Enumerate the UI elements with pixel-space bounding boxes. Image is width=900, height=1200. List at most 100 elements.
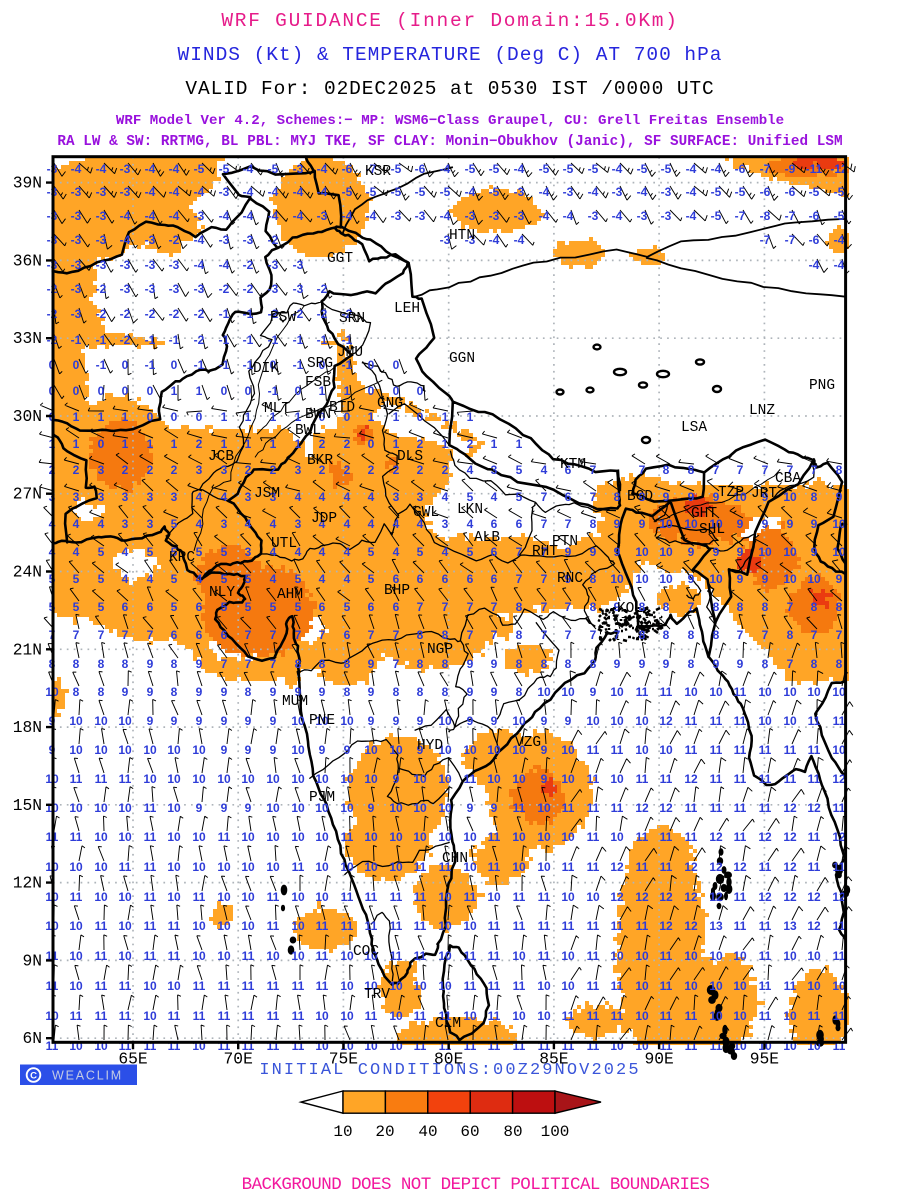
svg-text:7: 7 (688, 600, 695, 614)
svg-text:7: 7 (417, 600, 424, 614)
svg-text:11: 11 (218, 1009, 231, 1023)
svg-text:10: 10 (512, 714, 526, 728)
svg-text:-4: -4 (465, 185, 476, 199)
svg-text:10: 10 (758, 685, 772, 699)
svg-text:8: 8 (319, 657, 326, 671)
svg-text:-4: -4 (268, 209, 279, 223)
svg-text:8: 8 (713, 600, 720, 614)
svg-text:11: 11 (390, 919, 403, 933)
svg-text:-4: -4 (120, 209, 131, 223)
svg-text:10: 10 (118, 714, 132, 728)
svg-text:6N: 6N (22, 1029, 42, 1048)
svg-text:-1: -1 (342, 358, 353, 372)
svg-text:11: 11 (95, 919, 108, 933)
svg-text:11: 11 (538, 919, 551, 933)
svg-text:10: 10 (69, 919, 83, 933)
svg-text:11: 11 (685, 830, 698, 844)
svg-text:12: 12 (832, 890, 846, 904)
svg-text:12: 12 (832, 830, 846, 844)
svg-text:0: 0 (393, 384, 400, 398)
svg-text:11: 11 (292, 1009, 305, 1023)
svg-text:10: 10 (635, 714, 649, 728)
svg-text:8: 8 (516, 628, 523, 642)
svg-text:-3: -3 (661, 185, 672, 199)
svg-text:9: 9 (491, 657, 498, 671)
svg-text:-4: -4 (145, 185, 156, 199)
svg-text:7: 7 (393, 628, 400, 642)
svg-text:0: 0 (147, 384, 154, 398)
svg-text:11: 11 (488, 979, 501, 993)
svg-text:1: 1 (122, 410, 129, 424)
svg-text:-2: -2 (194, 333, 205, 347)
svg-text:11: 11 (193, 1009, 206, 1023)
svg-text:10: 10 (167, 801, 181, 815)
svg-text:-2: -2 (342, 307, 353, 321)
svg-text:7: 7 (270, 657, 277, 671)
svg-text:-1: -1 (317, 333, 328, 347)
svg-text:JCB: JCB (208, 449, 234, 465)
svg-text:9: 9 (836, 490, 843, 504)
svg-text:10: 10 (561, 890, 575, 904)
svg-text:8: 8 (663, 600, 670, 614)
svg-text:10: 10 (709, 1009, 723, 1023)
svg-text:10: 10 (217, 772, 231, 786)
svg-text:9N: 9N (22, 951, 42, 970)
svg-text:CHN: CHN (442, 851, 468, 867)
svg-text:PNG: PNG (809, 378, 835, 394)
svg-text:-4: -4 (686, 162, 697, 176)
svg-text:5: 5 (245, 572, 252, 586)
svg-text:11: 11 (119, 772, 132, 786)
svg-text:-3: -3 (489, 209, 500, 223)
svg-text:20: 20 (375, 1123, 394, 1141)
svg-text:9: 9 (688, 545, 695, 559)
svg-text:2: 2 (245, 463, 252, 477)
svg-text:-3: -3 (145, 258, 156, 272)
svg-text:11: 11 (439, 1009, 452, 1023)
svg-text:8: 8 (442, 657, 449, 671)
svg-text:36N: 36N (13, 251, 42, 270)
svg-text:10: 10 (69, 949, 83, 963)
svg-text:10: 10 (537, 801, 551, 815)
svg-text:MLT: MLT (264, 401, 290, 417)
svg-text:11: 11 (685, 714, 698, 728)
svg-text:9: 9 (147, 657, 154, 671)
svg-text:12: 12 (783, 830, 797, 844)
svg-text:12: 12 (807, 890, 821, 904)
svg-text:11: 11 (95, 949, 108, 963)
svg-text:11: 11 (414, 860, 427, 874)
svg-text:1: 1 (442, 410, 449, 424)
svg-text:-3: -3 (268, 282, 279, 296)
svg-text:-3: -3 (219, 233, 230, 247)
svg-text:10: 10 (340, 714, 354, 728)
svg-text:-4: -4 (637, 185, 648, 199)
svg-text:-1: -1 (293, 358, 304, 372)
svg-text:11: 11 (587, 1009, 600, 1023)
svg-text:11: 11 (833, 860, 846, 874)
svg-text:3: 3 (221, 463, 228, 477)
svg-text:3: 3 (442, 517, 449, 531)
svg-text:8: 8 (811, 600, 818, 614)
svg-text:10: 10 (537, 1009, 551, 1023)
svg-text:11: 11 (144, 801, 157, 815)
svg-text:11: 11 (611, 979, 624, 993)
svg-text:9: 9 (663, 657, 670, 671)
svg-text:11: 11 (562, 1009, 575, 1023)
svg-text:-4: -4 (219, 258, 230, 272)
svg-text:1: 1 (171, 437, 178, 451)
svg-text:15N: 15N (13, 796, 42, 815)
svg-text:RNC: RNC (557, 571, 583, 587)
svg-text:10: 10 (783, 572, 797, 586)
svg-text:11: 11 (784, 743, 797, 757)
svg-text:-5: -5 (637, 162, 648, 176)
svg-text:11: 11 (833, 714, 846, 728)
svg-text:1: 1 (344, 384, 351, 398)
svg-text:-4: -4 (711, 162, 722, 176)
svg-text:10: 10 (610, 714, 624, 728)
svg-text:11: 11 (587, 772, 600, 786)
svg-text:-3: -3 (71, 282, 82, 296)
svg-text:10: 10 (192, 772, 206, 786)
svg-text:9: 9 (688, 572, 695, 586)
svg-text:11: 11 (685, 743, 698, 757)
svg-text:10: 10 (561, 772, 575, 786)
svg-text:4: 4 (98, 517, 105, 531)
